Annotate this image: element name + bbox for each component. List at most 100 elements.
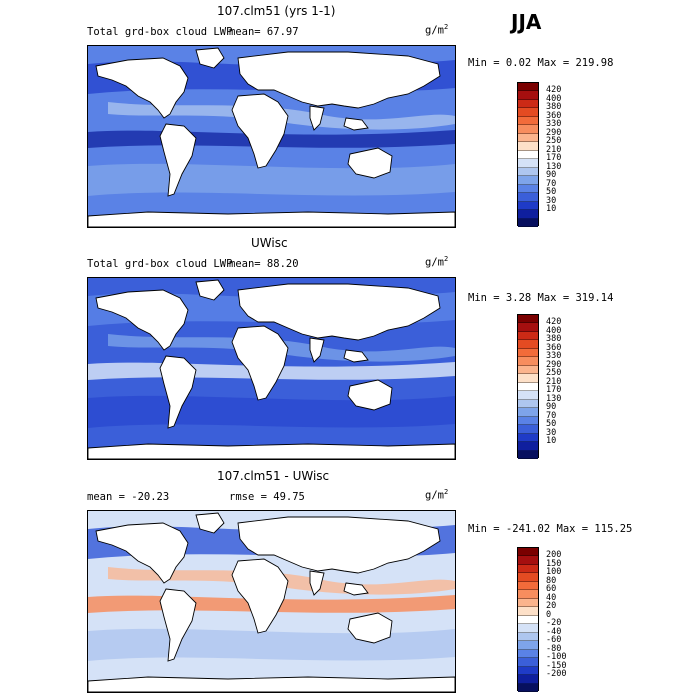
colorbar-tick-label: 40 (546, 592, 557, 603)
colorbar-segment (518, 408, 538, 417)
continent-outline (159, 355, 197, 429)
panel-title: 107.clm51 (yrs 1-1) (217, 4, 336, 18)
colorbar-segment (518, 683, 538, 692)
map-frame (87, 510, 456, 693)
panel-unit: g/m2 (425, 489, 448, 501)
continent-outline (347, 147, 393, 179)
colorbar-segment (518, 399, 538, 409)
continent-outline (159, 123, 197, 197)
colorbar-segment (518, 218, 538, 227)
continent-outline (343, 349, 369, 363)
colorbar-tick-label: 400 (546, 93, 562, 104)
field-band (88, 395, 455, 428)
colorbar-tick-label: -200 (546, 669, 567, 680)
map-svg (88, 46, 455, 227)
colorbar-tick-label: 70 (546, 178, 557, 189)
map-frame (87, 277, 456, 460)
continent-outline (347, 612, 393, 644)
unit-exponent: 2 (443, 23, 449, 31)
colorbar-tick-label: 360 (546, 110, 562, 121)
colorbar-tick-label: 250 (546, 136, 562, 147)
colorbar-segment (518, 675, 538, 684)
colorbar-tick-label: 290 (546, 127, 562, 138)
continent-outline (231, 558, 289, 634)
panel-unit: g/m2 (425, 256, 448, 268)
colorbar-segment (518, 374, 538, 383)
continent-outline (237, 283, 441, 341)
unit-base: g/m (425, 24, 444, 37)
colorbar-segment (518, 581, 538, 591)
colorbar-segment (518, 357, 538, 366)
colorbar-segment (518, 666, 538, 676)
colorbar-segment (518, 108, 538, 117)
panel-left-label: mean = -20.23 (87, 491, 170, 503)
continent-outline (343, 582, 369, 596)
colorbar-tick-label: 70 (546, 410, 557, 421)
colorbar-tick-label: 130 (546, 393, 562, 404)
panel-title: 107.clm51 - UWisc (217, 469, 330, 483)
continent-outline (195, 47, 225, 69)
colorbar-segment (518, 167, 538, 177)
unit-exponent: 2 (443, 488, 449, 496)
colorbar-tick-label: 210 (546, 376, 562, 387)
colorbar-tick-label: 330 (546, 119, 562, 130)
panel-left-label: Total grd-box cloud LWP (87, 26, 233, 38)
colorbar-segment (518, 348, 538, 358)
colorbar-segment (518, 632, 538, 642)
colorbar-tick-label: 330 (546, 351, 562, 362)
colorbar-tick-label: 90 (546, 402, 557, 413)
colorbar-segment (518, 607, 538, 616)
colorbar-tick-label: 130 (546, 161, 562, 172)
colorbar (517, 547, 539, 692)
colorbar-tick-label: 210 (546, 144, 562, 155)
colorbar-segment (518, 159, 538, 168)
season-label: JJA (511, 10, 542, 34)
colorbar-tick-label: 50 (546, 419, 557, 430)
panel-minmax: Min = 0.02 Max = 219.98 (468, 57, 614, 69)
field-band (88, 628, 455, 661)
colorbar-segment (518, 116, 538, 126)
unit-exponent: 2 (443, 255, 449, 263)
colorbar-segment (518, 331, 538, 341)
colorbar-segment (518, 150, 538, 160)
continent-outline (195, 512, 225, 534)
colorbar-segment (518, 142, 538, 151)
colorbar-segment (518, 133, 538, 143)
colorbar (517, 314, 539, 459)
colorbar-tick-label: 200 (546, 550, 562, 561)
colorbar-segment (518, 83, 538, 92)
panel-left-label: Total grd-box cloud LWP (87, 258, 233, 270)
colorbar-segment (518, 201, 538, 211)
colorbar-tick-label: 90 (546, 170, 557, 181)
continent-outline (88, 676, 455, 692)
continent-outline (159, 588, 197, 662)
continent-outline (88, 443, 455, 459)
continent-outline (95, 57, 189, 119)
colorbar-segment (518, 425, 538, 434)
colorbar-segment (518, 391, 538, 400)
colorbar-segment (518, 184, 538, 194)
colorbar-segment (518, 416, 538, 426)
colorbar-segment (518, 548, 538, 557)
continent-outline (195, 279, 225, 301)
continent-outline (309, 105, 325, 131)
continent-outline (309, 337, 325, 363)
colorbar-tick-label: 50 (546, 187, 557, 198)
colorbar (517, 82, 539, 227)
colorbar-tick-label: 20 (546, 601, 557, 612)
colorbar-tick-label: -60 (546, 635, 562, 646)
colorbar-tick-label: 360 (546, 342, 562, 353)
colorbar-segment (518, 556, 538, 565)
colorbar-tick-label: -100 (546, 652, 567, 663)
colorbar-segment (518, 315, 538, 324)
continent-outline (95, 289, 189, 351)
panel-stat-text: mean= 88.20 (229, 258, 299, 270)
colorbar-tick-label: 0 (546, 609, 552, 620)
colorbar-tick-label: 290 (546, 359, 562, 370)
colorbar-segment (518, 340, 538, 349)
colorbar-tick-label: 250 (546, 368, 562, 379)
colorbar-tick-label: -20 (546, 618, 562, 629)
colorbar-segment (518, 91, 538, 100)
colorbar-segment (518, 323, 538, 332)
colorbar-tick-label: 80 (546, 575, 557, 586)
